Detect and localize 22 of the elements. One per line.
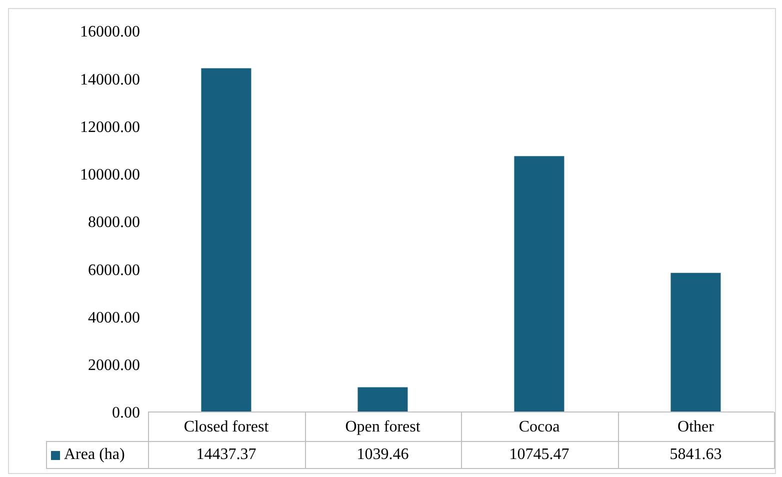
bar — [201, 68, 252, 412]
y-tick-label: 10000.00 — [80, 166, 140, 184]
y-tick-label: 8000.00 — [88, 214, 140, 232]
y-tick-label: 14000.00 — [80, 71, 140, 88]
y-tick-label: 4000.00 — [88, 309, 140, 326]
data-label: 1039.46 — [356, 445, 410, 465]
y-tick-label: 6000.00 — [88, 262, 140, 279]
bar — [358, 387, 408, 412]
y-tick-label: 12000.00 — [80, 118, 140, 136]
x-tick-label: Closed forest — [184, 418, 270, 436]
x-tick-label: Open forest — [345, 418, 421, 436]
x-tick-label: Cocoa — [518, 418, 560, 436]
bar — [514, 156, 564, 412]
y-tick-label: 2000.00 — [88, 357, 140, 374]
data-label: 14437.37 — [195, 445, 258, 465]
bar — [670, 272, 721, 412]
data-label: 10745.47 — [508, 445, 570, 465]
data-label: 5841.63 — [668, 445, 723, 465]
y-tick-label: 16000.00 — [80, 24, 140, 41]
x-tick-label: Other — [678, 418, 715, 436]
y-tick-label: 0.00 — [112, 404, 140, 422]
legend-label: Area (ha) — [64, 446, 125, 464]
